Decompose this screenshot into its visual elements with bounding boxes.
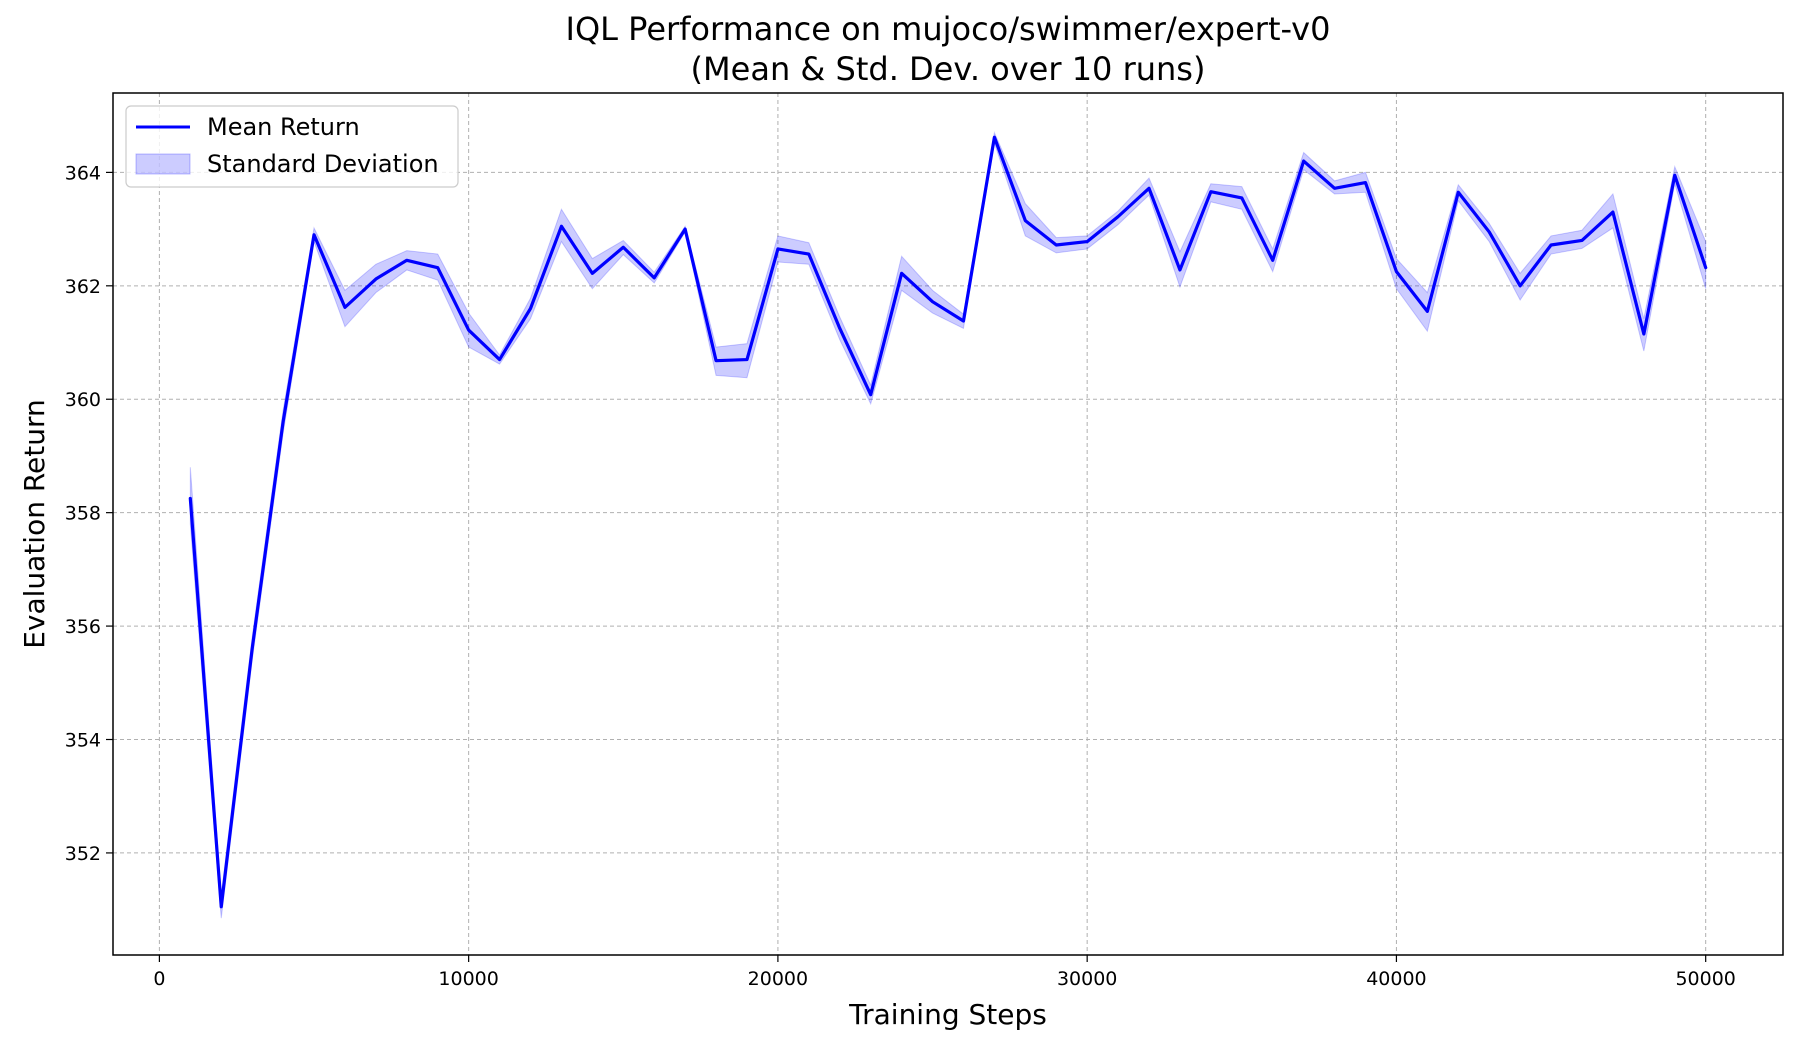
x-tick-label: 50000: [1675, 968, 1735, 990]
x-tick-label: 0: [153, 968, 165, 990]
grid-lines: [113, 93, 1783, 955]
legend-std-swatch: [135, 153, 191, 175]
y-axis-ticks: 352 354 356 358 360 362 364: [65, 162, 113, 865]
x-axis-label: Training Steps: [848, 998, 1047, 1031]
x-tick-label: 40000: [1366, 968, 1426, 990]
std-deviation-band: [189, 130, 1707, 919]
x-axis-ticks: 0 10000 20000 30000 40000 50000: [153, 955, 1736, 990]
y-tick-label: 358: [65, 503, 101, 525]
chart-title: IQL Performance on mujoco/swimmer/expert…: [566, 10, 1331, 48]
x-tick-label: 20000: [748, 968, 808, 990]
x-tick-label: 10000: [438, 968, 498, 990]
mean-line-layer: [188, 135, 1708, 909]
legend: Mean Return Standard Deviation: [125, 105, 459, 188]
y-tick-label: 362: [65, 276, 101, 298]
plot-frame: [112, 92, 1784, 956]
y-tick-label: 360: [65, 389, 101, 411]
x-tick-label: 30000: [1057, 968, 1117, 990]
legend-mean-label: Mean Return: [207, 113, 360, 141]
legend-std-label: Standard Deviation: [207, 150, 439, 178]
y-axis-label: Evaluation Return: [18, 399, 51, 649]
chart-subtitle: (Mean & Std. Dev. over 10 runs): [691, 50, 1206, 88]
y-tick-label: 354: [65, 730, 101, 752]
legend-box: [125, 105, 459, 188]
y-tick-label: 352: [65, 843, 101, 865]
mean-return-line: [188, 135, 1708, 909]
y-tick-label: 356: [65, 616, 101, 638]
std-band-layer: [189, 130, 1707, 919]
y-tick-label: 364: [65, 162, 101, 184]
